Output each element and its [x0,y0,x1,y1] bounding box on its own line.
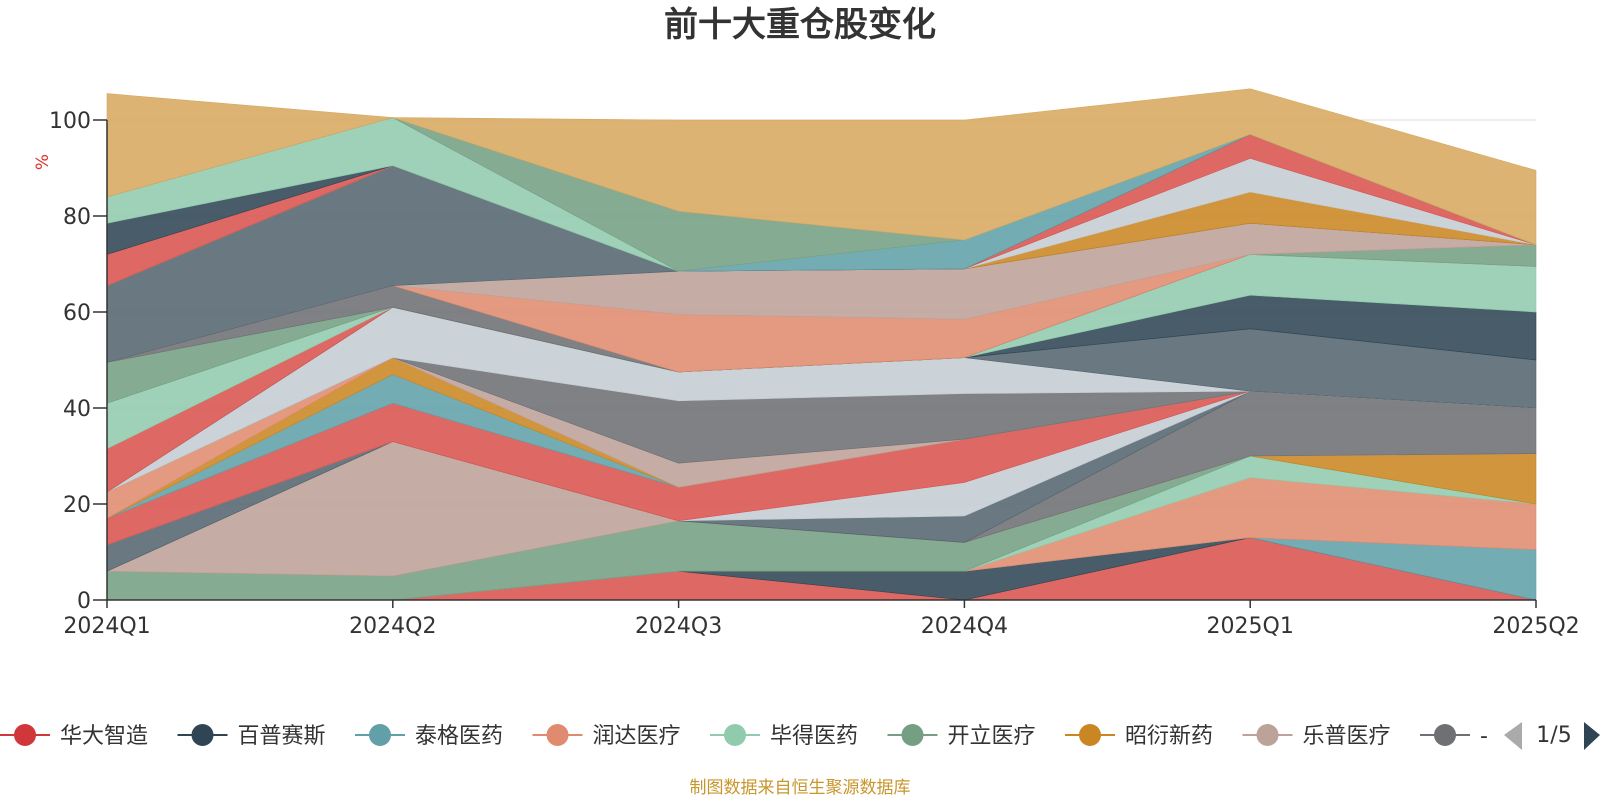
x-tick-label: 2025Q1 [1207,614,1294,639]
x-tick-label: 2024Q4 [921,614,1008,639]
y-tick-label: 20 [63,493,91,518]
y-tick-label: 80 [63,205,91,230]
axes: 0 20 40 60 80 100 2024Q1 2024Q2 2024Q3 2024Q4 2025… [33,109,1580,639]
legend-label: 开立医疗 [948,724,1036,749]
legend-pager: 1/5 [1504,722,1600,750]
y-tick-label: 100 [49,109,91,134]
legend-item[interactable]: 华大智造 [0,724,148,749]
legend-item[interactable]: 泰格医药 [355,724,503,749]
legend-item[interactable]: 乐普医疗 [1242,724,1391,749]
x-tick-label: 2024Q1 [63,614,150,639]
legend-item[interactable]: 润达医疗 [532,724,681,749]
legend-item[interactable]: 毕得医药 [710,724,858,749]
legend-next-icon[interactable] [1584,722,1600,750]
legend-label: 昭衍新药 [1125,724,1213,749]
y-tick-label: 40 [63,397,91,422]
area-其他 [106,88,1537,246]
y-tick-label: 60 [63,301,91,326]
legend-item[interactable]: 昭衍新药 [1065,724,1213,749]
legend: 华大智造 百普赛斯 泰格医药 润达医疗 毕得医药 开立医疗 昭衍新药 乐普医疗 - 1/5 [0,722,1600,750]
chart-title: 前十大重仓股变化 [664,5,936,45]
legend-label: 泰格医药 [415,724,503,749]
y-tick-label: 0 [77,589,91,614]
legend-page-number: 1/5 [1536,723,1571,748]
x-tick-label: 2024Q3 [635,614,722,639]
legend-label: 润达医疗 [593,724,681,749]
legend-label: 毕得医药 [770,724,858,749]
legend-label: 乐普医疗 [1303,724,1391,749]
legend-item[interactable]: - [1420,724,1488,749]
source-note: 制图数据来自恒生聚源数据库 [689,778,911,798]
x-tick-label: 2024Q2 [349,614,436,639]
legend-label: 华大智造 [60,724,148,749]
x-tick-label: 2025Q2 [1492,614,1579,639]
area-series [106,88,1537,601]
legend-label: - [1480,724,1488,749]
y-axis-label: % [33,154,53,170]
legend-item[interactable]: 百普赛斯 [177,724,326,749]
legend-item[interactable]: 开立医疗 [887,724,1036,749]
legend-label: 百普赛斯 [238,724,326,749]
legend-prev-icon[interactable] [1504,722,1522,750]
